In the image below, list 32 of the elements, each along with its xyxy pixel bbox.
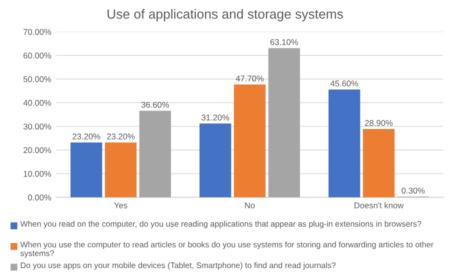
y-tick-label: 30.00%: [23, 124, 52, 130]
y-tick-label: 70.00%: [24, 28, 52, 35]
legend-label: When you use the computer to read articles or books do you use systems for storing and forwarding articles to other systems?: [20, 242, 434, 258]
legend-label: Do you use apps on your mobile devices (Tablet, Smartphone) to find and read journals?: [20, 262, 336, 270]
bar: [70, 142, 102, 198]
y-tick-label: 0.00%: [28, 194, 52, 200]
bar: [200, 124, 232, 198]
bar: [104, 142, 137, 198]
y-tick-label: 20.00%: [24, 147, 52, 154]
bar: [234, 84, 266, 198]
data-label: 31.20%: [202, 114, 230, 120]
bar: [268, 48, 300, 198]
data-label: 36.60%: [141, 102, 169, 108]
data-label: 23.20%: [72, 134, 100, 140]
data-label: 23.20%: [107, 134, 135, 140]
chart-title: Use of applications and storage systems: [108, 9, 343, 22]
data-label: 45.60%: [330, 80, 358, 86]
data-label: 28.90%: [365, 120, 393, 126]
y-tick-label: 10.00%: [24, 170, 52, 177]
data-label: 47.70%: [236, 76, 264, 82]
y-tick-label: 50.00%: [23, 76, 52, 82]
x-tick-label: Doesn't know: [354, 202, 404, 208]
data-label: 0.30%: [402, 188, 425, 194]
bar: [139, 110, 171, 198]
legend-label: When you read on the computer, do you use reading applications that appear as plug-in extensions in browsers?: [20, 220, 422, 228]
y-tick-label: 60.00%: [24, 52, 52, 58]
y-tick-label: 40.00%: [23, 100, 52, 106]
bar: [328, 89, 360, 198]
x-tick-label: No: [245, 202, 255, 208]
data-label: 63.10%: [270, 39, 298, 46]
bar: [362, 128, 395, 198]
x-tick-label: Yes: [114, 202, 128, 208]
